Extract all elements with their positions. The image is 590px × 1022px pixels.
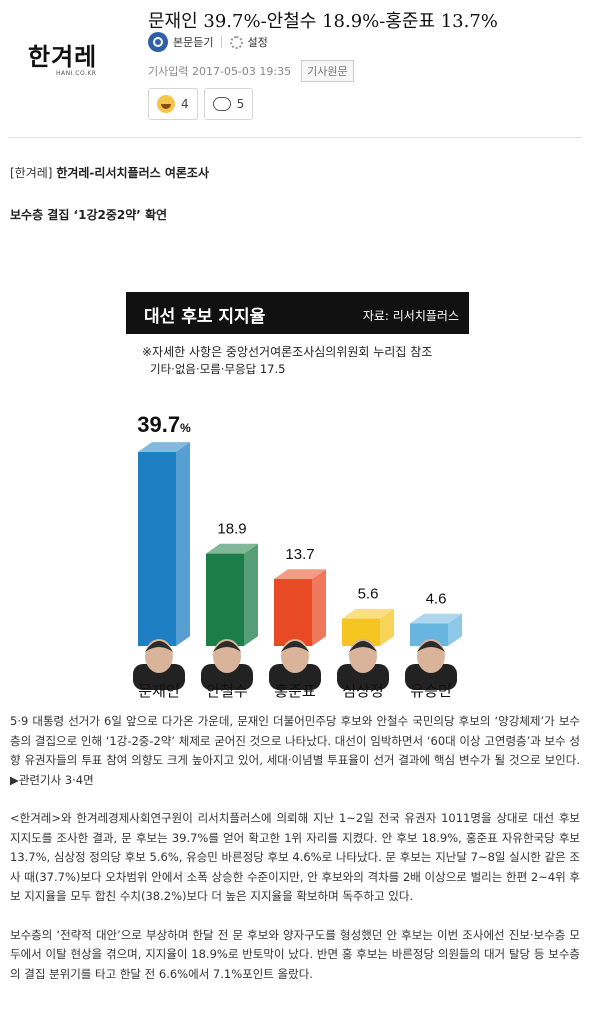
bar: [138, 451, 176, 646]
smile-emoji-icon: [157, 95, 175, 113]
category-label: 심상정: [342, 682, 383, 700]
logo-text: 한겨레: [28, 43, 98, 71]
settings-button[interactable]: 설정: [247, 36, 268, 49]
article-headline: 문재인 39.7%-안철수 18.9%-홍준표 13.7%: [148, 11, 498, 32]
bar-side: [380, 608, 394, 646]
bar-top: [342, 608, 394, 619]
article-tools: 본문듣기 설정: [148, 32, 268, 52]
listen-icon[interactable]: [148, 32, 168, 52]
article-meta: 기사입력 2017-05-03 19:35 기사원문: [148, 60, 354, 82]
portrait-suit: [201, 664, 253, 690]
percent-suffix: %: [180, 421, 191, 435]
bar: [206, 553, 244, 646]
tool-divider: [221, 36, 223, 48]
source-title: 한겨레-리서치플러스 여론조사: [56, 166, 209, 180]
comment-bubble-icon: [212, 97, 231, 111]
bar-top: [410, 613, 462, 624]
portrait-hair: [213, 641, 241, 652]
like-button[interactable]: 4: [148, 88, 198, 120]
comment-count: 5: [236, 97, 245, 111]
chart-source: 자료: 리서치플러스: [362, 309, 459, 323]
bar: [274, 579, 312, 646]
portrait-suit: [337, 664, 389, 690]
comment-button[interactable]: 5: [203, 88, 254, 120]
bar-value-label: 4.6: [426, 591, 447, 608]
portrait-hair: [417, 641, 445, 652]
reaction-bar: 4 5: [148, 88, 254, 120]
bar-side: [176, 442, 190, 646]
bar-side: [244, 543, 258, 646]
bar-value-label: 13.7: [285, 546, 314, 563]
hankyoreh-logo[interactable]: 한겨레 HANI.CO.KR: [28, 44, 108, 80]
category-label: 홍준표: [274, 682, 316, 700]
category-label: 유승민: [410, 682, 451, 700]
bar-top: [274, 569, 326, 580]
category-label: 안철수: [206, 682, 247, 700]
article-source-line: [한겨레] 한겨레-리서치플러스 여론조사: [10, 164, 209, 181]
chart-note: ※자세한 사항은 중앙선거여론조사심의위원회 누리집 참조: [142, 345, 433, 359]
support-rate-chart: 대선 후보 지지율 자료: 리서치플러스 ※자세한 사항은 중앙선거여론조사심의…: [118, 288, 476, 702]
article-body: 5·9 대통령 선거가 6일 앞으로 다가온 가운데, 문재인 더불어민주당 후…: [10, 712, 580, 984]
portrait-suit: [405, 664, 457, 690]
header-divider: [8, 137, 582, 138]
article-paragraph-2: <한겨레>와 한겨레경제사회연구원이 리서치플러스에 의뢰해 지난 1~2일 전…: [10, 811, 580, 903]
portrait-hair: [145, 641, 173, 652]
chart-title: 대선 후보 지지율: [144, 307, 266, 327]
chart-title-bar: 대선 후보 지지율 자료: 리서치플러스: [126, 292, 469, 334]
portrait-hair: [281, 641, 309, 652]
article-paragraph-1: 5·9 대통령 선거가 6일 앞으로 다가온 가운데, 문재인 더불어민주당 후…: [10, 714, 580, 787]
publish-date: 기사입력 2017-05-03 19:35: [148, 65, 292, 78]
bar-side: [312, 569, 326, 646]
like-count: 4: [181, 97, 189, 111]
bar-top: [138, 442, 190, 452]
bar-side: [448, 613, 462, 646]
bar-value-label: 5.6: [358, 586, 379, 603]
article-subhead: 보수층 결집 ‘1강2중2약’ 확연: [10, 208, 168, 222]
source-prefix: [한겨레]: [10, 166, 53, 180]
gear-icon[interactable]: [230, 35, 244, 49]
portrait-suit: [269, 664, 321, 690]
listen-button[interactable]: 본문듣기: [173, 36, 214, 49]
article-paragraph-3: 보수층의 ‘전략적 대안’으로 부상하며 한달 전 문 후보와 양자구도를 형성…: [10, 927, 580, 981]
portrait-suit: [133, 664, 185, 690]
portrait-hair: [349, 641, 377, 652]
original-article-button[interactable]: 기사원문: [301, 60, 354, 82]
chart-other-note: 기타·없음·모름·무응답 17.5: [150, 362, 286, 376]
bar-value-label: 18.9: [217, 521, 246, 538]
chart-svg: 39.7% 문재인 18.9 안철수 13.7 홍준표 5.6 심상정 4.6 유승민: [133, 412, 462, 700]
category-label: 문재인: [138, 682, 179, 700]
logo-subtext: HANI.CO.KR: [56, 70, 97, 77]
bar: [410, 623, 448, 646]
bar-top: [206, 543, 258, 554]
bar-value-label: 39.7%: [137, 412, 191, 437]
